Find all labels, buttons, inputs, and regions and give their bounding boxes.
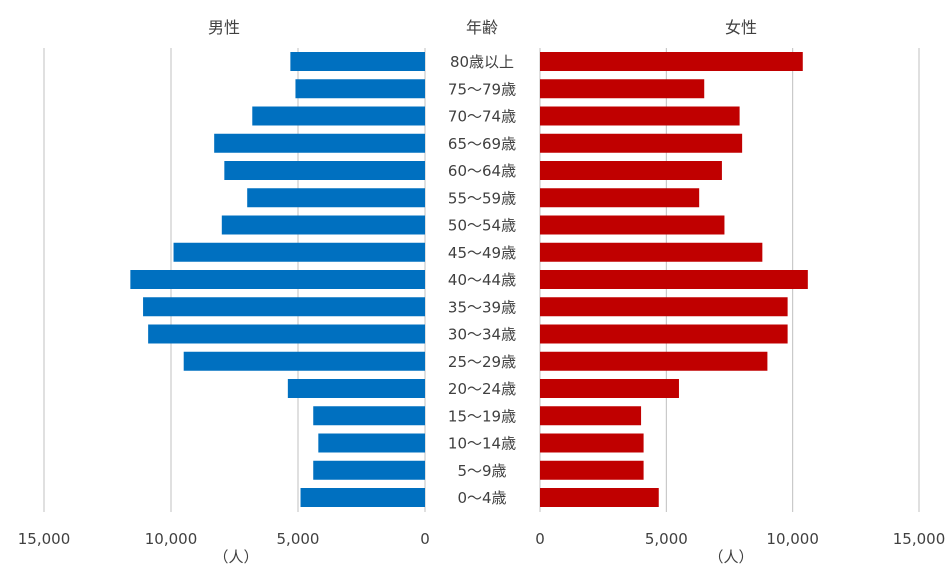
male-bar bbox=[214, 133, 425, 153]
male-bar bbox=[221, 215, 425, 235]
bars-group bbox=[130, 52, 808, 507]
male-bar bbox=[173, 242, 425, 262]
age-labels-group: 80歳以上 75〜79歳 70〜74歳 65〜69歳 60〜64歳 55〜59歳 50〜54… bbox=[448, 53, 516, 507]
age-category-label: 25〜29歳 bbox=[448, 353, 516, 371]
female-bar bbox=[540, 52, 803, 71]
female-tick-label: 15,000 bbox=[893, 530, 946, 548]
male-bar bbox=[148, 324, 425, 344]
female-tick-label: 0 bbox=[535, 530, 545, 548]
age-category-label: 60〜64歳 bbox=[448, 162, 516, 180]
tick-labels-group: 0 0 5,000 5,000 10,000 10,000 15,000 15,000 bbox=[18, 530, 946, 548]
age-category-label: 20〜24歳 bbox=[448, 380, 516, 398]
male-bar bbox=[247, 188, 425, 208]
age-category-label: 55〜59歳 bbox=[448, 189, 516, 207]
male-bar bbox=[130, 270, 426, 289]
female-bar bbox=[540, 460, 644, 480]
age-category-label: 65〜69歳 bbox=[448, 135, 516, 153]
female-unit-label: （人） bbox=[708, 548, 753, 566]
age-category-label: 80歳以上 bbox=[450, 53, 514, 71]
male-bar bbox=[287, 379, 425, 398]
age-category-label: 30〜34歳 bbox=[448, 326, 516, 344]
female-bar bbox=[540, 79, 705, 99]
female-bar bbox=[540, 488, 659, 507]
female-bar bbox=[540, 324, 788, 344]
age-category-label: 10〜14歳 bbox=[448, 435, 516, 453]
female-bar bbox=[540, 379, 679, 398]
age-category-label: 75〜79歳 bbox=[448, 80, 516, 98]
female-header: 女性 bbox=[725, 18, 757, 37]
age-header: 年齢 bbox=[466, 18, 498, 37]
male-bar bbox=[290, 52, 425, 71]
female-bar bbox=[540, 106, 740, 126]
female-bar bbox=[540, 406, 642, 426]
male-bar bbox=[300, 488, 425, 507]
male-bar bbox=[295, 79, 425, 99]
male-tick-label: 15,000 bbox=[18, 530, 71, 548]
female-bar bbox=[540, 433, 644, 453]
male-bar bbox=[143, 297, 425, 317]
female-bar bbox=[540, 133, 743, 153]
age-category-label: 70〜74歳 bbox=[448, 108, 516, 126]
male-header: 男性 bbox=[208, 18, 240, 37]
female-bar bbox=[540, 351, 768, 371]
age-category-label: 5〜9歳 bbox=[457, 462, 506, 480]
age-category-label: 45〜49歳 bbox=[448, 244, 516, 262]
female-tick-label: 5,000 bbox=[645, 530, 688, 548]
female-bar bbox=[540, 161, 722, 180]
male-tick-label: 5,000 bbox=[277, 530, 320, 548]
male-bar bbox=[313, 406, 425, 426]
age-category-label: 35〜39歳 bbox=[448, 298, 516, 316]
male-bar bbox=[318, 433, 425, 453]
female-tick-label: 10,000 bbox=[766, 530, 819, 548]
female-bar bbox=[540, 242, 763, 262]
female-bar bbox=[540, 188, 700, 208]
male-bar bbox=[183, 351, 425, 371]
female-bar bbox=[540, 270, 808, 289]
male-tick-label: 0 bbox=[420, 530, 430, 548]
age-category-label: 0〜4歳 bbox=[457, 489, 506, 507]
age-category-label: 50〜54歳 bbox=[448, 217, 516, 235]
male-bar bbox=[224, 161, 425, 180]
male-unit-label: （人） bbox=[213, 548, 258, 566]
female-bar bbox=[540, 215, 725, 235]
female-bar bbox=[540, 297, 788, 317]
male-tick-label: 10,000 bbox=[145, 530, 198, 548]
male-bar bbox=[313, 460, 425, 480]
age-category-label: 40〜44歳 bbox=[448, 271, 516, 289]
age-category-label: 15〜19歳 bbox=[448, 407, 516, 425]
male-bar bbox=[252, 106, 425, 126]
